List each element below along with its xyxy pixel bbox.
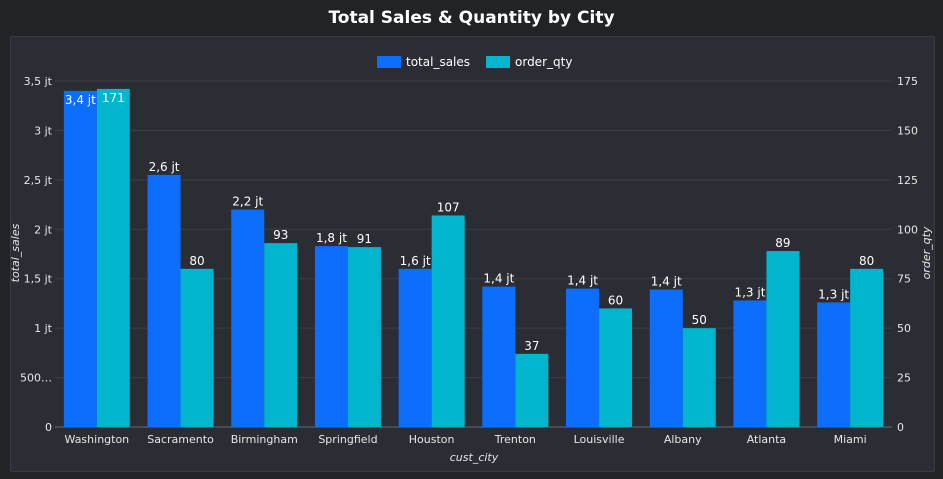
data-label-total-sales: 1,4 jt <box>651 275 682 289</box>
data-label-total-sales: 1,3 jt <box>734 285 765 299</box>
y2-tick-label: 75 <box>897 273 911 286</box>
data-label-order-qty: 171 <box>102 91 125 105</box>
x-tick-label: Sacramento <box>147 433 214 446</box>
data-label-order-qty: 37 <box>524 339 539 353</box>
data-label-total-sales: 1,8 jt <box>316 231 347 245</box>
bar-total-sales <box>566 288 600 427</box>
data-label-order-qty: 89 <box>775 236 790 250</box>
bar-total-sales <box>63 90 97 427</box>
data-label-total-sales: 2,6 jt <box>149 160 180 174</box>
x-tick-label: Trenton <box>494 433 536 446</box>
data-label-total-sales: 1,3 jt <box>818 287 849 301</box>
bar-total-sales <box>231 209 265 427</box>
y2-tick-label: 150 <box>897 124 918 137</box>
bar-order-qty <box>682 328 716 427</box>
bar-total-sales <box>314 246 348 427</box>
gridlines <box>55 80 892 428</box>
x-tick-label: Miami <box>834 433 867 446</box>
y-tick-label: 0 <box>45 421 52 434</box>
x-tick-label: Louisville <box>574 433 625 446</box>
y2-tick-label: 125 <box>897 174 918 187</box>
bar-order-qty <box>96 88 130 427</box>
data-label-total-sales: 1,4 jt <box>483 272 514 286</box>
bars <box>63 88 884 427</box>
x-axis-label: cust_city <box>450 451 499 464</box>
data-label-total-sales: 2,2 jt <box>232 195 263 209</box>
y-tick-label: 3 jt <box>34 124 53 137</box>
x-tick-label: Albany <box>664 433 702 446</box>
y-axis-label: total_sales <box>9 223 22 282</box>
data-label-order-qty: 60 <box>608 293 623 307</box>
x-tick-label: Springfield <box>318 433 377 446</box>
data-labels: 3,4 jt 171 2,6 jt 80 2,2 jt 93 1,8 jt 91 1,6 jt 1… <box>65 91 874 353</box>
bar-total-sales <box>817 302 851 427</box>
x-tick-label: Atlanta <box>747 433 786 446</box>
x-axis-ticks: Washington Sacramento Birmingham Springfiel… <box>65 433 867 446</box>
y2-axis-ticks: 0 25 50 75 100 125 150 175 <box>897 75 918 434</box>
y-tick-label: 2 jt <box>34 223 53 236</box>
bar-order-qty <box>599 308 633 427</box>
data-label-total-sales: 1,4 jt <box>567 274 598 288</box>
y2-tick-label: 100 <box>897 223 918 236</box>
y-tick-label: 3,5 jt <box>24 75 53 88</box>
data-label-order-qty: 50 <box>692 313 707 327</box>
bar-order-qty <box>264 243 298 427</box>
bar-order-qty <box>515 353 549 427</box>
y2-tick-label: 175 <box>897 75 918 88</box>
y-axis-ticks: 0 500… 1 jt 1,5 jt 2 jt 2,5 jt 3 jt 3,5 jt <box>20 75 53 434</box>
legend-swatch-total-sales <box>377 56 401 68</box>
x-tick-label: Birmingham <box>231 433 298 446</box>
chart-title: Total Sales & Quantity by City <box>328 8 615 28</box>
x-tick-label: Houston <box>409 433 455 446</box>
legend-label-order-qty: order_qty <box>515 55 572 69</box>
bar-order-qty <box>850 268 884 427</box>
y2-tick-label: 25 <box>897 372 911 385</box>
y-tick-label: 1,5 jt <box>24 273 53 286</box>
bar-total-sales <box>649 289 683 427</box>
bar-order-qty <box>766 251 800 427</box>
data-label-order-qty: 80 <box>189 254 204 268</box>
data-label-order-qty: 93 <box>273 228 288 242</box>
legend-label-total-sales: total_sales <box>406 55 470 69</box>
legend: total_sales order_qty <box>377 55 572 69</box>
bar-total-sales <box>733 300 767 427</box>
bar-order-qty <box>180 268 214 427</box>
data-label-order-qty: 80 <box>859 254 874 268</box>
data-label-total-sales: 1,6 jt <box>400 254 431 268</box>
data-label-order-qty: 107 <box>437 200 460 214</box>
bar-order-qty <box>347 247 381 427</box>
bar-order-qty <box>431 215 465 427</box>
y2-tick-label: 0 <box>897 421 904 434</box>
y-tick-label: 500… <box>20 372 52 385</box>
data-label-total-sales: 3,4 jt <box>65 93 96 107</box>
bar-total-sales <box>398 268 432 427</box>
y2-axis-label: order_qty <box>920 226 933 279</box>
legend-swatch-order-qty <box>486 56 510 68</box>
y-tick-label: 2,5 jt <box>24 174 53 187</box>
y2-tick-label: 50 <box>897 322 911 335</box>
bar-total-sales <box>482 286 516 427</box>
data-label-order-qty: 91 <box>357 232 372 246</box>
x-tick-label: Washington <box>65 433 130 446</box>
bar-total-sales <box>147 174 181 427</box>
y-tick-label: 1 jt <box>34 322 53 335</box>
